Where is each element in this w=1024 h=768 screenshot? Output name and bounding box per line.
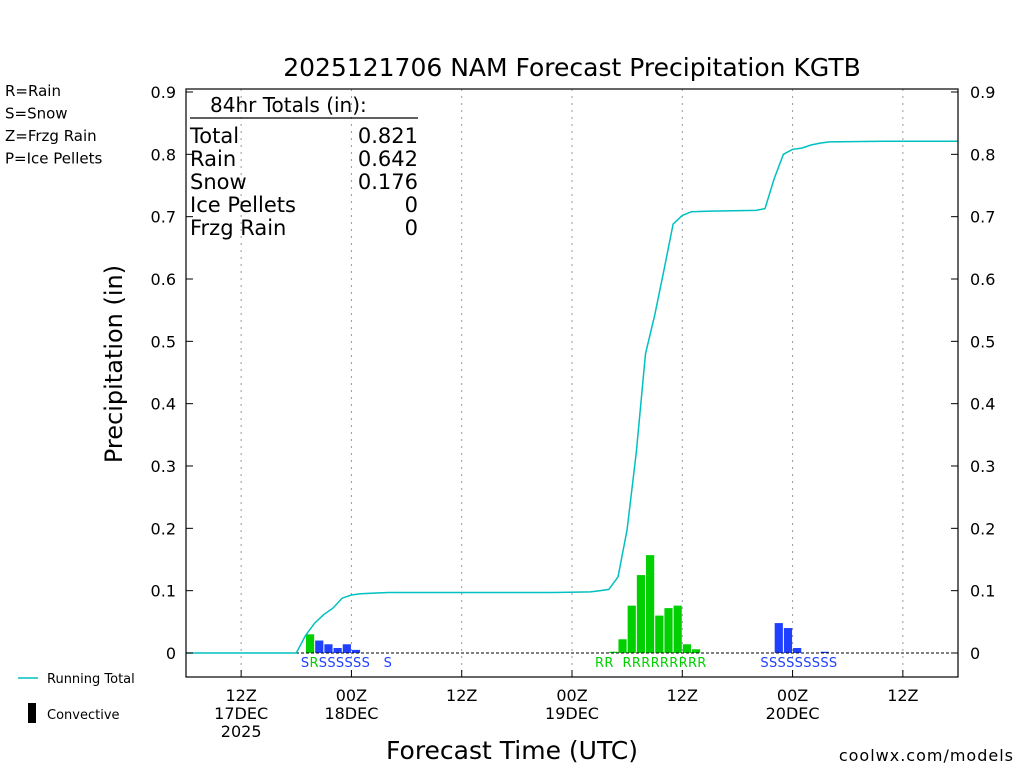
bar-snow-7 [793, 648, 802, 653]
type-label-2: RR [595, 656, 614, 671]
bar-rain-6 [655, 615, 664, 653]
type-label-0: SRSSSSSS [301, 656, 370, 671]
type-label-3: RRRRRRRRR [623, 656, 707, 671]
x-tick-label-6-0: 12Z [887, 686, 918, 705]
totals-value-3: 0 [405, 193, 418, 217]
running-total-line [186, 140, 958, 654]
bar-rain-9 [682, 644, 691, 653]
x-tick-label-0-1: 17DEC [214, 704, 268, 723]
bar-rain-0 [305, 634, 315, 653]
x-tick-label-1-0: 00Z [336, 686, 367, 705]
bar-snow-6 [783, 628, 793, 653]
bar-snow-3 [342, 644, 351, 653]
totals-label-2: Snow [190, 170, 247, 194]
y-tick-label-left-9: 0.9 [151, 83, 176, 102]
bar-rain-10 [691, 649, 701, 653]
y-tick-label-right-6: 0.6 [970, 270, 995, 289]
y-tick-label-right-4: 0.4 [970, 395, 995, 414]
x-tick-label-1-1: 18DEC [324, 704, 378, 723]
x-tick-label-0-2: 2025 [221, 722, 262, 741]
chart-title: 2025121706 NAM Forecast Precipitation KG… [283, 53, 861, 82]
x-tick-label-5-0: 00Z [777, 686, 808, 705]
bar-snow-5 [774, 623, 783, 653]
y-tick-label-left-5: 0.5 [151, 332, 176, 351]
precip-type-legend: R=Rain S=Snow Z=Frzg Rain P=Ice Pellets [5, 82, 102, 168]
y-tick-label-right-5: 0.5 [970, 332, 995, 351]
type-legend-entry-2: Z=Frzg Rain [5, 127, 97, 145]
bar-rain-5 [646, 555, 655, 653]
totals-value-1: 0.642 [358, 147, 418, 171]
y-tick-label-left-3: 0.3 [151, 457, 176, 476]
series-legend-label-0: Running Total [47, 672, 135, 687]
totals-label-0: Total [189, 124, 239, 148]
type-legend-entry-0: R=Rain [5, 82, 61, 100]
bar-snow-4 [351, 649, 361, 653]
y-tick-label-right-8: 0.8 [970, 145, 995, 164]
y-tick-label-left-4: 0.4 [151, 395, 176, 414]
y-axis-label: Precipitation (in) [100, 265, 128, 463]
convective-legend-icon [28, 703, 36, 723]
bar-rain-8 [673, 605, 682, 653]
x-tick-label-2-0: 12Z [446, 686, 477, 705]
y-tick-label-right-2: 0.2 [970, 519, 995, 538]
y-tick-label-right-0: 0 [970, 644, 980, 663]
totals-label-1: Rain [190, 147, 236, 171]
x-tick-label-4-0: 12Z [667, 686, 698, 705]
y-tick-label-right-9: 0.9 [970, 83, 995, 102]
type-legend-entry-3: P=Ice Pellets [5, 150, 102, 168]
y-axis-ticks: 0 00.1 0.10.2 0.20.3 0.30.4 0.40.5 0.50.6 0.60.… [151, 83, 996, 663]
x-tick-label-3-1: 19DEC [545, 704, 599, 723]
vertical-grid-lines [240, 89, 904, 677]
bar-snow-8 [820, 651, 829, 653]
y-tick-label-right-3: 0.3 [970, 457, 995, 476]
series-legend-label-1: Convective [47, 708, 120, 723]
bar-snow-0 [315, 640, 324, 653]
totals-value-0: 0.821 [358, 124, 418, 148]
precip-type-labels: SRSSSSSS S RR RRRRRRRRR SSSSSSSSS [301, 656, 837, 671]
type-label-1: S [384, 656, 393, 671]
totals-heading: 84hr Totals (in): [210, 93, 367, 117]
y-tick-label-left-2: 0.2 [151, 519, 176, 538]
precipitation-bars [305, 555, 829, 653]
y-tick-label-left-8: 0.8 [151, 145, 176, 164]
y-tick-label-left-1: 0.1 [151, 582, 176, 601]
bar-rain-7 [664, 608, 673, 653]
bar-snow-1 [324, 644, 333, 653]
series-legend: Running Total Convective [18, 672, 135, 723]
type-legend-entry-1: S=Snow [5, 105, 68, 123]
bar-rain-4 [636, 575, 646, 653]
y-tick-label-left-6: 0.6 [151, 270, 176, 289]
totals-value-2: 0.176 [358, 170, 418, 194]
bar-rain-3 [627, 605, 636, 653]
x-tick-label-5-1: 20DEC [766, 704, 820, 723]
y-tick-label-right-1: 0.1 [970, 582, 995, 601]
totals-label-4: Frzg Rain [190, 216, 286, 240]
totals-value-4: 0 [405, 216, 418, 240]
y-tick-label-right-7: 0.7 [970, 208, 995, 227]
x-tick-label-3-0: 00Z [556, 686, 587, 705]
y-tick-label-left-7: 0.7 [151, 208, 176, 227]
x-axis-label: Forecast Time (UTC) [386, 736, 638, 765]
y-tick-label-left-0: 0 [166, 644, 176, 663]
bar-rain-1 [609, 651, 618, 653]
totals-label-3: Ice Pellets [190, 193, 296, 217]
totals-box: 84hr Totals (in): Total 0.821 Rain 0.642 Sno… [189, 93, 418, 240]
x-tick-label-0-0: 12Z [225, 686, 256, 705]
footer-credit: coolwx.com/models [839, 746, 1014, 765]
bar-rain-2 [618, 639, 627, 653]
type-label-4: SSSSSSSSS [760, 656, 837, 671]
totals-rows: Total 0.821 Rain 0.642 Snow 0.176 Ice Pellets 0… [189, 124, 418, 240]
bar-snow-2 [333, 648, 342, 653]
